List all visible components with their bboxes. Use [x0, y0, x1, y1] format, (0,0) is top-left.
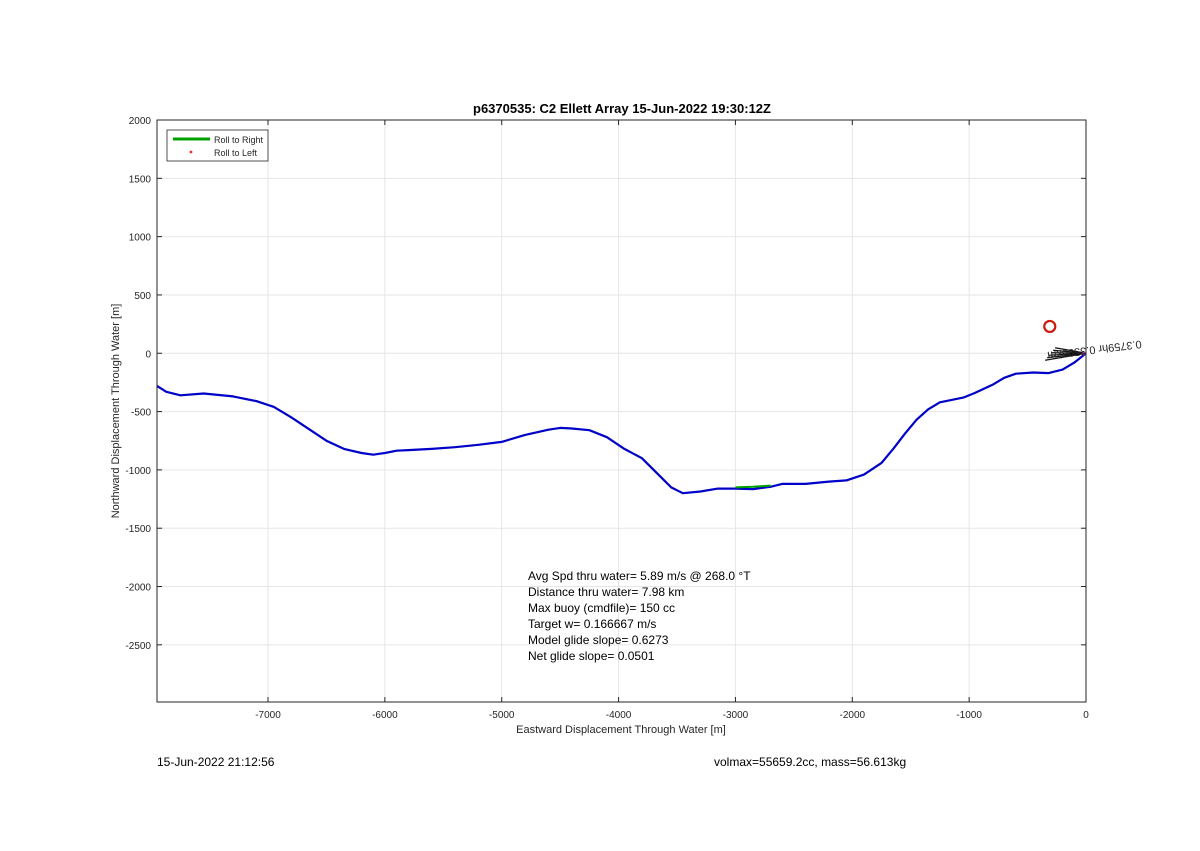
- y-tick-label: 1500: [129, 174, 152, 185]
- y-tick-label: 1000: [129, 233, 152, 244]
- y-tick-label: -1500: [125, 524, 151, 535]
- surface-position-marker: [1043, 319, 1057, 334]
- legend-entry-roll-right: Roll to Right: [214, 135, 264, 145]
- legend: Roll to Right Roll to Left: [166, 129, 269, 162]
- y-axis-label: Northward Displacement Through Water [m]: [110, 304, 122, 519]
- x-tick-label: -2000: [840, 710, 866, 721]
- y-tick-label: -2500: [125, 641, 151, 652]
- y-tick-label: 500: [134, 291, 151, 302]
- stats-annotation-line: Target w= 0.166667 m/s: [528, 617, 656, 631]
- stats-annotation-line: Net glide slope= 0.0501: [528, 649, 655, 663]
- y-tick-label: -2000: [125, 583, 151, 594]
- stats-annotations: Avg Spd thru water= 5.89 m/s @ 268.0 °T D…: [528, 569, 751, 663]
- stats-annotation-line: Max buoy (cmdfile)= 150 cc: [528, 601, 675, 615]
- footer-timestamp: 15-Jun-2022 21:12:56: [157, 755, 275, 769]
- heading-vector: [1054, 347, 1087, 354]
- plot-frame: [156, 119, 1087, 703]
- y-tick-label: 2000: [129, 116, 152, 127]
- track-series: [156, 352, 1087, 495]
- track-line: [156, 352, 1087, 495]
- x-tick-label: -5000: [489, 710, 515, 721]
- footer-volmax-mass: volmax=55659.2cc, mass=56.613kg: [714, 755, 907, 769]
- stats-annotation-line: Distance thru water= 7.98 km: [528, 585, 684, 599]
- legend-swatch-roll-left: [189, 150, 193, 154]
- stats-annotation-line: Model glide slope= 0.6273: [528, 633, 669, 647]
- y-tick-label: 0: [145, 349, 151, 360]
- x-tick-label: 0: [1083, 710, 1089, 721]
- chart-title: p6370535: C2 Ellett Array 15-Jun-2022 19…: [473, 101, 771, 116]
- y-tick-label: -1000: [125, 466, 151, 477]
- x-axis-label: Eastward Displacement Through Water [m]: [516, 724, 726, 736]
- x-tick-label: -3000: [723, 710, 749, 721]
- legend-box: [166, 129, 269, 162]
- roll-right-segment: [735, 484, 771, 489]
- x-tick-label: -1000: [956, 710, 982, 721]
- y-tick-label: -500: [131, 408, 151, 419]
- grid-lines: [157, 119, 1087, 702]
- x-tick-label: -6000: [372, 710, 398, 721]
- x-tick-label: -7000: [255, 710, 281, 721]
- axis-ticks: -7000 -6000 -5000 -4000 -3000 -2000 -1000 02000…: [125, 116, 1089, 721]
- rotated-annotation: 0.3759hr 0.3596km: [1047, 337, 1143, 360]
- marker-layer: [1043, 319, 1087, 361]
- x-tick-label: -4000: [606, 710, 632, 721]
- stats-annotation-line: Avg Spd thru water= 5.89 m/s @ 268.0 °T: [528, 569, 751, 583]
- legend-entry-roll-left: Roll to Left: [214, 148, 258, 158]
